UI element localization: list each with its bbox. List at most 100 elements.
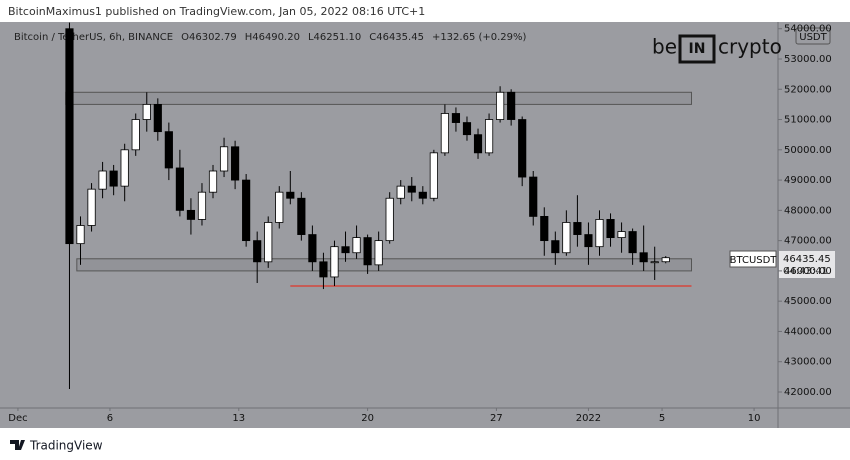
candle-body [363,237,372,266]
candle-body [650,261,659,264]
candle-body [164,131,173,169]
candle-body [341,246,350,254]
candle-body [275,191,284,223]
candle-body [617,231,626,238]
footer-brand: TradingView [29,439,103,453]
candle-body [197,191,207,220]
candle-body [319,261,328,278]
chart-background [0,22,850,428]
candle-body [142,104,151,120]
x-tick-label: 13 [232,413,245,424]
symbol-line-item: C46435.45 [369,32,424,43]
y-tick-label: 43000.00 [784,357,832,368]
candle-body [429,152,438,199]
y-tick-label: 53000.00 [784,54,832,65]
footer: TradingView [10,439,103,453]
x-tick-label: 10 [748,413,761,424]
y-tick-label: 42000.00 [784,387,832,398]
logo-in: IN [689,41,706,57]
plot [65,22,693,389]
x-tick-label: 20 [361,413,374,424]
y-tick-label: 49000.00 [784,175,832,186]
candle-body [473,134,483,154]
candle-body [462,122,472,136]
candle-body [496,91,505,120]
candle-body [231,146,240,181]
currency: USDT [799,32,827,43]
candle-body [374,240,383,266]
candle-body [407,185,416,193]
candle-body [297,197,306,235]
candle-body [352,237,361,254]
candle-body [440,113,449,154]
symbol-line-item: Bitcoin / TetherUS, 6h, BINANCE [14,32,173,43]
candle-body [76,225,85,245]
candle-body [451,113,461,123]
candle-body [385,197,394,242]
candle-body [109,170,118,187]
candle-body [186,209,196,220]
candle-body [131,119,140,151]
candle-body [573,222,582,235]
candle-body [242,179,251,242]
zone [65,91,693,105]
y-tick-label: 47000.00 [784,236,832,247]
y-tick-label: 51000.00 [784,115,832,126]
candle-body [308,234,317,263]
tv-icon [10,440,25,450]
logo: be IN crypto [652,34,782,64]
candle-body [175,167,184,211]
logo-be: be [652,35,677,59]
candle-body [661,257,670,263]
symbol-box [729,250,777,268]
x-tick-label: Dec [8,413,27,424]
candle-body [628,231,637,254]
publisher-line: BitcoinMaximus1 published on TradingView… [8,5,425,18]
candle-body [551,240,560,254]
y-tick-label: 45000.00 [784,296,832,307]
candle-body [418,191,427,199]
x-tick-label: 27 [490,413,503,424]
y-tick-label: 50000.00 [784,145,832,156]
candle-body [396,185,405,199]
candle-body [584,234,593,248]
candle-body [286,191,295,199]
x-tick-label: 5 [659,413,665,424]
y-tick-label: 52000.00 [784,84,832,95]
last-price: 46435.45 [783,254,831,265]
price-box [779,251,835,278]
y-tick-label: 46000.00 [784,266,832,277]
zone [76,258,693,272]
candle-body [562,222,571,254]
symbol-line-item: L46251.10 [308,32,361,43]
candle-body [540,216,549,242]
y-tick-label: 54000.00 [784,24,832,35]
candle-body [153,104,162,133]
candle-body [253,240,262,263]
candle-body [120,149,129,187]
symbol-label: BTCUSDT [730,255,778,266]
candle-body [507,91,516,120]
candle-body [330,246,339,278]
candle-body [529,176,538,217]
symbol-line-item: O46302.79 [181,32,237,43]
candle-body [219,146,229,172]
candle-body [639,252,648,263]
candle-body [606,219,615,238]
candle-body [65,28,74,245]
currency-box [795,27,831,45]
candle-body [518,119,527,178]
logo-bracket [678,34,716,64]
candle-body [87,188,96,226]
y-tick-label: 44000.00 [784,326,832,337]
candle-body [208,170,218,193]
candle-body [595,219,604,248]
x-tick-label: 2022 [576,413,601,424]
symbol-line: Bitcoin / TetherUS, 6h, BINANCE O46302.79… [14,32,527,43]
symbol-line-item: H46490.20 [245,32,300,43]
candle-body [484,119,494,154]
x-tick-label: 6 [107,413,113,424]
candle-body [264,222,273,263]
countdown: 04:43:41 [783,266,828,277]
